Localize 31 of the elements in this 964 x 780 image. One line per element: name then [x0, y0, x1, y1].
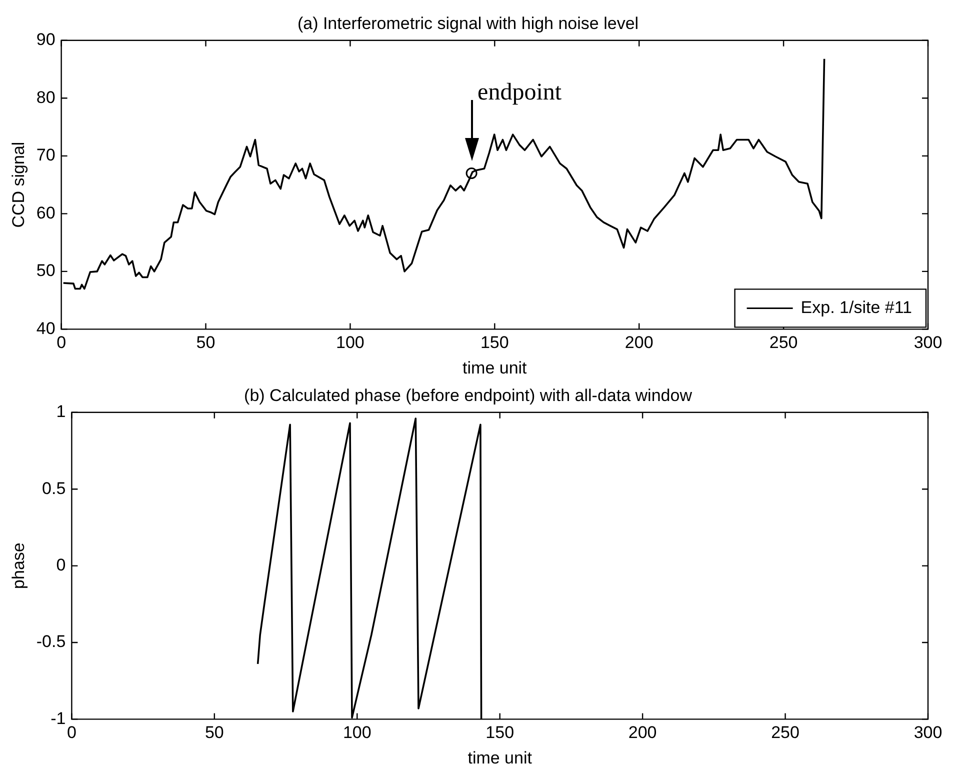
y-tick-label: 0 — [56, 555, 66, 574]
y-tick-label: 1 — [56, 402, 66, 422]
x-tick-label: 300 — [914, 333, 942, 352]
x-tick-label: 300 — [914, 723, 942, 742]
y-tick-label: -1 — [50, 708, 66, 728]
x-tick-label: 150 — [480, 333, 509, 352]
y-tick-label: 40 — [36, 318, 56, 338]
y-tick-label: -0.5 — [36, 632, 66, 652]
x-tick-label: 50 — [204, 723, 224, 742]
chart-title: (b) Calculated phase (before endpoint) with all-data window — [244, 386, 693, 405]
chart-title: (a) Interferometric signal with high noise level — [297, 14, 639, 33]
x-tick-label: 250 — [771, 723, 800, 742]
y-tick-label: 90 — [36, 30, 56, 50]
y-tick-label: 0.5 — [42, 478, 66, 498]
x-axis-title: time unit — [468, 748, 532, 768]
x-tick-label: 250 — [769, 333, 798, 352]
y-tick-label: 60 — [36, 203, 56, 222]
y-axis-title: phase — [8, 542, 28, 589]
y-tick-label: 80 — [36, 88, 56, 107]
x-tick-label: 100 — [336, 333, 364, 352]
x-axis-title: time unit — [462, 358, 528, 378]
y-tick-label: 50 — [36, 261, 56, 280]
x-tick-label: 150 — [486, 723, 514, 742]
y-tick-label: 70 — [36, 146, 56, 165]
y-axis-title: CCD signal — [8, 142, 28, 228]
x-tick-label: 100 — [342, 723, 372, 742]
x-tick-label: 50 — [196, 333, 216, 352]
annotation: endpoint — [478, 80, 562, 106]
x-tick-label: 200 — [624, 333, 654, 352]
legend-label: Exp. 1/site #11 — [800, 298, 912, 317]
x-tick-label: 200 — [628, 723, 657, 742]
